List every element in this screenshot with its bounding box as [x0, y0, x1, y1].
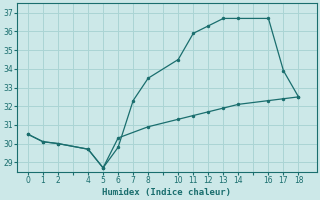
X-axis label: Humidex (Indice chaleur): Humidex (Indice chaleur): [102, 188, 231, 197]
